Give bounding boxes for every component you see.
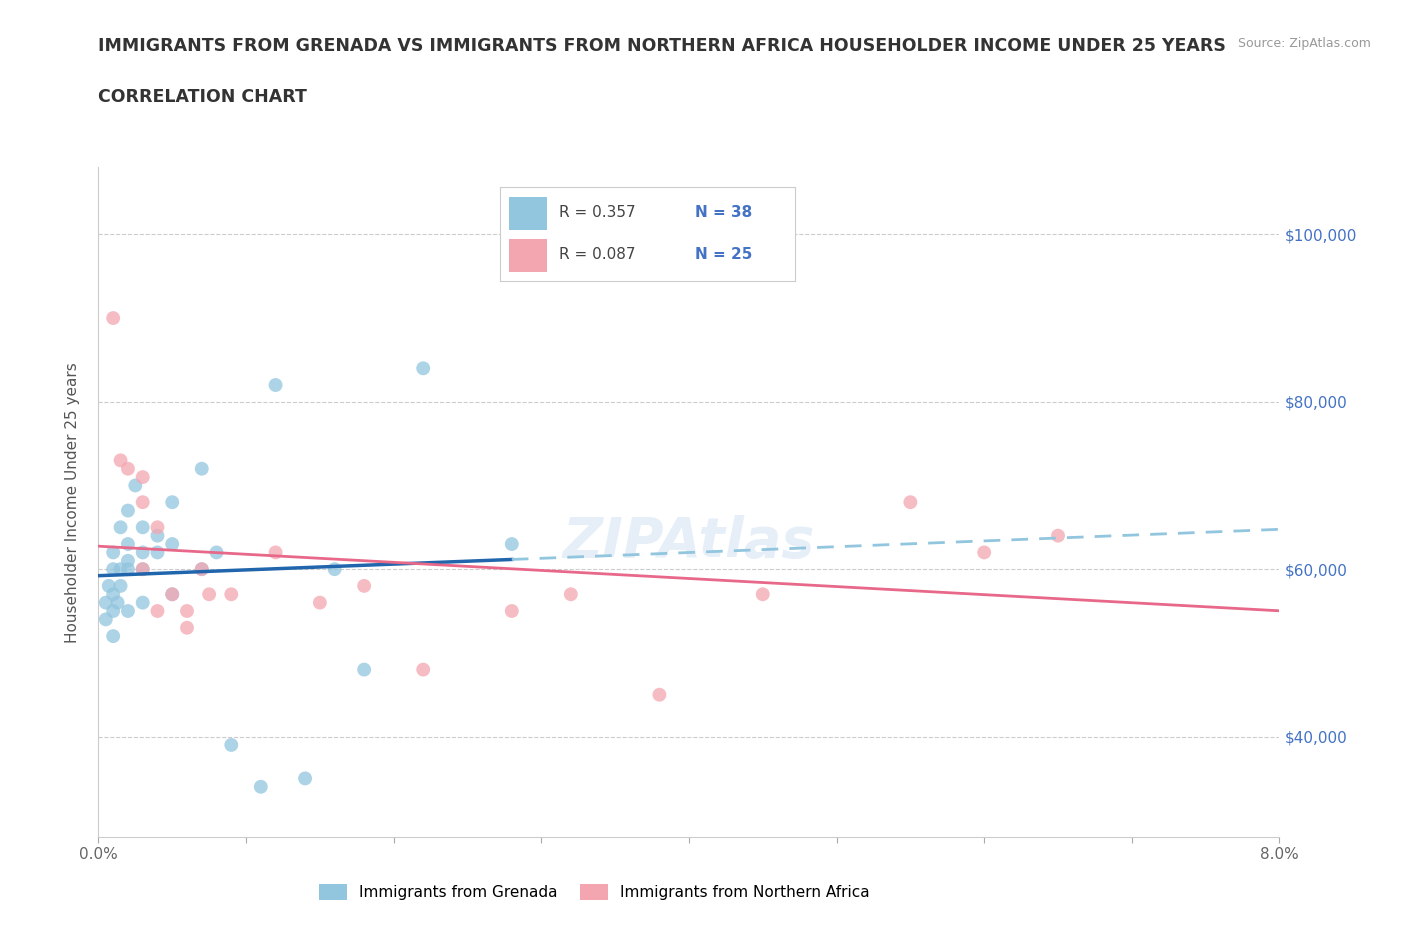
Point [191,562,214,577]
Point [117,553,139,568]
Point [1046,528,1069,543]
Point [162,587,183,602]
Point [191,562,214,577]
Point [353,662,375,677]
Point [264,545,287,560]
Point [205,545,228,560]
Y-axis label: Householder Income Under 25 years: Householder Income Under 25 years [65,362,80,643]
Point [132,562,155,577]
Point [132,470,155,485]
Point [117,537,139,551]
Point [162,537,183,551]
Point [751,587,773,602]
Point [117,461,139,476]
Point [900,495,922,510]
Point [110,453,132,468]
Point [162,587,183,602]
Point [103,604,125,618]
Point [110,578,132,593]
Point [353,578,375,593]
Text: CORRELATION CHART: CORRELATION CHART [98,88,308,106]
Point [162,495,183,510]
Legend: Immigrants from Grenada, Immigrants from Northern Africa: Immigrants from Grenada, Immigrants from… [314,878,876,907]
Point [107,595,129,610]
Point [132,595,155,610]
Point [264,378,287,392]
Point [323,562,346,577]
Point [117,503,139,518]
Point [132,562,155,577]
Point [219,737,242,752]
Point [176,620,198,635]
Point [103,562,125,577]
Point [501,604,523,618]
Point [250,779,273,794]
Point [103,311,125,325]
Point [103,629,125,644]
Point [412,361,434,376]
Point [308,595,332,610]
Point [191,461,214,476]
Point [146,528,169,543]
Point [176,604,198,618]
Point [198,587,221,602]
Point [648,687,671,702]
Point [146,520,169,535]
Point [94,612,117,627]
Point [117,604,139,618]
Point [132,520,155,535]
Point [124,478,146,493]
Point [103,545,125,560]
Point [501,537,523,551]
Point [132,495,155,510]
Point [412,662,434,677]
Point [97,578,120,593]
Point [560,587,582,602]
Point [110,562,132,577]
Point [146,604,169,618]
Point [146,545,169,560]
Text: IMMIGRANTS FROM GRENADA VS IMMIGRANTS FROM NORTHERN AFRICA HOUSEHOLDER INCOME UN: IMMIGRANTS FROM GRENADA VS IMMIGRANTS FR… [98,37,1226,55]
Point [103,587,125,602]
Point [219,587,242,602]
Point [94,595,117,610]
Point [117,562,139,577]
Text: ZIPAtlas: ZIPAtlas [562,515,815,569]
Point [294,771,316,786]
Point [132,545,155,560]
Point [973,545,995,560]
Point [110,520,132,535]
Text: Source: ZipAtlas.com: Source: ZipAtlas.com [1237,37,1371,50]
